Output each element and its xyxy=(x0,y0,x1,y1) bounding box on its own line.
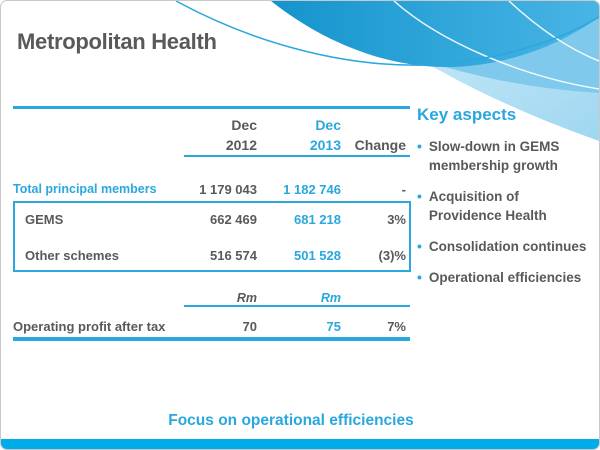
unit-2012: Rm xyxy=(236,291,257,305)
table-row-operating-profit: Operating profit after tax 70 75 7% xyxy=(13,314,410,338)
row-label: Operating profit after tax xyxy=(13,318,166,334)
bullet-icon: • xyxy=(417,238,422,254)
page-title: Metropolitan Health xyxy=(17,29,217,54)
bullet-icon: • xyxy=(417,138,422,154)
key-aspect-text: Slow-down in GEMS membership growth xyxy=(428,139,560,173)
bullet-icon: • xyxy=(417,188,422,204)
header-dec-2013: Dec 2013 xyxy=(257,115,341,155)
key-aspect-text: Operational efficiencies xyxy=(428,270,582,285)
row-label: Other schemes xyxy=(25,247,119,263)
value-2012: 516 574 xyxy=(210,247,257,263)
bullet-icon: • xyxy=(417,269,422,285)
value-2013: 1 182 746 xyxy=(283,181,341,197)
table-row-gems: GEMS 662 469 681 218 3% xyxy=(13,207,410,231)
key-aspect-item: • Acquisition of Providence Health xyxy=(417,187,589,225)
key-aspects-panel: Key aspects • Slow-down in GEMS membersh… xyxy=(417,105,589,299)
key-aspect-item: • Consolidation continues xyxy=(417,237,589,256)
value-change: (3)% xyxy=(378,247,406,263)
unit-underline xyxy=(184,305,410,307)
header-dec-2013-line1: Dec xyxy=(315,117,341,133)
table-header-row: Dec 2012 Dec 2013 Change xyxy=(13,109,410,155)
table-bottom-rule xyxy=(13,337,410,341)
header-dec-2012: Dec 2012 xyxy=(171,115,257,155)
unit-2013: Rm xyxy=(320,291,341,305)
value-2012: 662 469 xyxy=(210,211,257,227)
key-aspect-text: Consolidation continues xyxy=(428,239,587,254)
table-row-units: Rm Rm xyxy=(13,284,410,306)
value-2012: 70 xyxy=(242,318,257,334)
results-table: Dec 2012 Dec 2013 Change Total principal… xyxy=(13,106,411,346)
header-dec-2013-line2: 2013 xyxy=(309,137,341,153)
value-change: 7% xyxy=(387,318,406,334)
row-label: Total principal members xyxy=(13,182,157,196)
table-row-other-schemes: Other schemes 516 574 501 528 (3)% xyxy=(13,243,410,267)
value-2013: 501 528 xyxy=(294,247,341,263)
key-aspect-item: • Slow-down in GEMS membership growth xyxy=(417,137,589,175)
highlight-box xyxy=(13,201,411,272)
value-2013: 681 218 xyxy=(294,211,341,227)
row-label: GEMS xyxy=(25,211,64,227)
key-aspect-item: • Operational efficiencies xyxy=(417,268,589,287)
table-top-rule xyxy=(13,106,410,109)
header-dec-2012-line2: 2012 xyxy=(225,137,257,153)
header-change: Change xyxy=(354,137,406,153)
header-dec-2012-line1: Dec xyxy=(231,117,257,133)
value-change: - xyxy=(401,181,406,197)
footer-message: Focus on operational efficiencies xyxy=(168,412,414,429)
value-2013: 75 xyxy=(326,318,341,334)
value-change: 3% xyxy=(387,211,406,227)
header-underline xyxy=(184,155,410,157)
key-aspects-title: Key aspects xyxy=(417,105,517,124)
key-aspect-text: Acquisition of Providence Health xyxy=(428,189,547,223)
bottom-bar xyxy=(1,439,599,449)
value-2012: 1 179 043 xyxy=(199,181,257,197)
table-row-total-members: Total principal members 1 179 043 1 182 … xyxy=(13,177,410,201)
